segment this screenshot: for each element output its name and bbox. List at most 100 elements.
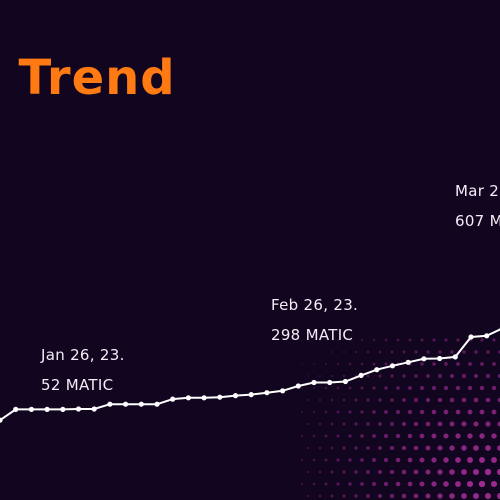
decorative-dot — [330, 494, 334, 498]
decorative-dot — [449, 397, 455, 403]
decorative-dot — [312, 482, 316, 486]
decorative-dot — [390, 350, 394, 354]
data-point — [138, 401, 144, 407]
decorative-dot — [413, 421, 419, 427]
decorative-dot-pattern — [300, 338, 500, 500]
decorative-dot — [414, 374, 418, 378]
decorative-dot — [497, 493, 500, 499]
decorative-dot — [425, 397, 431, 403]
decorative-dot — [396, 338, 400, 342]
decorative-dot — [324, 482, 328, 486]
data-point — [452, 354, 458, 360]
decorative-dot — [473, 373, 479, 379]
decorative-dot — [324, 434, 328, 438]
decorative-dot — [479, 457, 485, 463]
decorative-dot — [407, 433, 413, 439]
decorative-dot — [366, 470, 370, 474]
decorative-dot — [378, 374, 382, 378]
decorative-dot — [348, 434, 352, 438]
decorative-dot — [366, 422, 370, 426]
decorative-dot — [492, 362, 496, 366]
decorative-dot — [378, 446, 382, 450]
decorative-dot — [325, 363, 327, 365]
annotation-value: 298 MATIC — [271, 326, 354, 344]
data-point — [75, 406, 82, 412]
data-point — [437, 355, 443, 362]
decorative-dot — [360, 458, 364, 462]
decorative-dot — [473, 397, 479, 403]
decorative-dot — [467, 457, 473, 463]
decorative-dot — [443, 457, 449, 463]
decorative-dot — [444, 362, 448, 366]
decorative-dot — [419, 481, 425, 487]
decorative-dot — [348, 386, 352, 390]
decorative-dot — [318, 446, 322, 450]
decorative-dot — [378, 350, 382, 354]
decorative-dot — [372, 482, 376, 486]
decorative-dot — [467, 409, 473, 415]
decorative-dot — [395, 433, 401, 439]
decorative-dot — [348, 482, 352, 486]
decorative-dot — [307, 399, 309, 401]
decorative-dot — [360, 362, 364, 366]
decorative-dot — [462, 350, 466, 354]
decorative-dot — [437, 469, 443, 475]
decorative-dot — [372, 434, 376, 438]
decorative-dot — [342, 350, 346, 354]
data-point — [342, 378, 348, 385]
decorative-dot — [437, 493, 443, 499]
decorative-dot — [407, 481, 413, 487]
decorative-dot — [366, 398, 370, 402]
annotation-feb: Feb 26, 23. 298 MATIC — [271, 296, 358, 344]
decorative-dot — [330, 422, 334, 426]
decorative-dot — [431, 409, 437, 415]
decorative-dot — [461, 397, 467, 403]
decorative-dot — [419, 409, 425, 415]
data-point — [311, 379, 317, 386]
decorative-dot — [468, 362, 472, 366]
decorative-dot — [413, 493, 419, 499]
decorative-dot — [389, 469, 395, 475]
data-point — [327, 379, 333, 386]
decorative-dot — [354, 470, 358, 474]
decorative-dot — [384, 386, 388, 390]
decorative-dot — [395, 457, 401, 463]
decorative-dot — [413, 469, 419, 475]
decorative-dot — [307, 375, 309, 377]
decorative-dot — [389, 493, 395, 499]
decorative-dot — [366, 374, 370, 378]
decorative-dot — [300, 458, 304, 462]
decorative-dot — [413, 445, 419, 451]
data-point — [154, 401, 160, 407]
decorative-dot — [431, 457, 437, 463]
data-point — [295, 383, 301, 389]
annotation-value: 52 MATIC — [41, 376, 114, 394]
decorative-dot — [300, 410, 304, 414]
decorative-dot — [492, 338, 496, 342]
decorative-dot — [426, 374, 430, 378]
data-point — [389, 363, 396, 369]
data-point — [91, 406, 97, 412]
decorative-dot — [324, 458, 328, 462]
decorative-dot — [455, 385, 461, 391]
decorative-dot — [401, 421, 407, 427]
decorative-dot — [312, 458, 316, 462]
decorative-dot — [425, 469, 431, 475]
decorative-dot — [331, 351, 333, 353]
decorative-dot — [402, 350, 406, 354]
data-point — [44, 406, 50, 412]
data-point — [185, 395, 191, 401]
decorative-dot — [438, 350, 442, 354]
decorative-dot — [330, 470, 334, 474]
decorative-dot — [438, 374, 442, 378]
decorative-dot — [484, 492, 492, 500]
decorative-dot — [443, 481, 449, 487]
decorative-dot — [426, 350, 430, 354]
decorative-dot — [395, 481, 401, 487]
decorative-dot — [474, 350, 478, 354]
decorative-dot — [337, 339, 339, 341]
decorative-dot — [485, 373, 491, 379]
decorative-dot — [390, 374, 394, 378]
decorative-dot — [354, 494, 358, 498]
